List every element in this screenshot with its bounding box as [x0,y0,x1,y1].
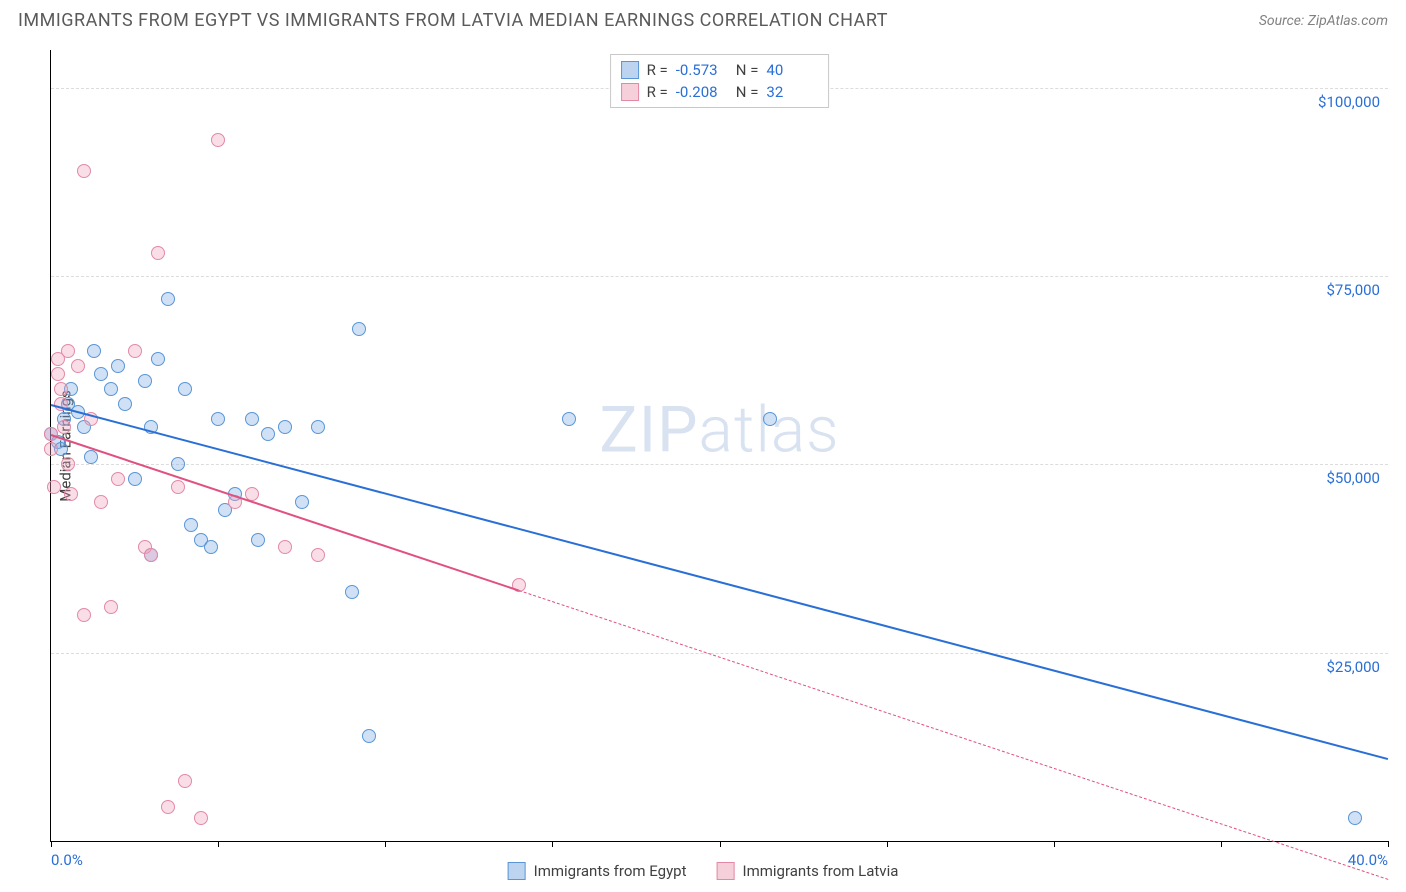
data-point [51,367,65,381]
data-point [61,344,75,358]
data-point [151,246,165,260]
data-point [77,608,91,622]
gridline [51,464,1388,465]
stat-n-label: N = [736,83,759,101]
data-point [111,359,125,373]
data-point [245,412,259,426]
data-point [251,533,265,547]
legend-label-egypt: Immigrants from Egypt [534,862,687,880]
data-point [204,540,218,554]
trend-line [51,434,520,591]
stat-n-value: 32 [766,83,818,101]
data-point [64,487,78,501]
x-tick [385,841,386,847]
stat-n-label: N = [736,61,759,79]
data-point [57,420,71,434]
data-point [128,472,142,486]
x-tick [51,841,52,847]
x-tick [887,841,888,847]
legend-swatch-latvia [717,862,735,880]
data-point [151,352,165,366]
y-tick-label: $75,000 [1326,281,1380,299]
data-point [194,811,208,825]
x-tick [720,841,721,847]
data-point [295,495,309,509]
data-point [345,585,359,599]
stat-r-label: R = [647,83,668,101]
data-point [184,518,198,532]
data-point [47,480,61,494]
chart-title: IMMIGRANTS FROM EGYPT VS IMMIGRANTS FROM… [18,10,888,31]
data-point [178,774,192,788]
data-point [278,420,292,434]
bottom-legend: Immigrants from Egypt Immigrants from La… [508,862,899,880]
data-point [211,412,225,426]
stat-r-value: -0.208 [676,83,728,101]
gridline [51,276,1388,277]
stats-row: R = -0.208 N = 32 [621,81,819,103]
chart-plot-area: ZIPatlas $25,000$50,000$75,000$100,0000.… [50,50,1388,842]
data-point [118,397,132,411]
stats-swatch [621,83,639,101]
x-tick [1388,841,1389,847]
stat-n-value: 40 [766,61,818,79]
gridline [51,653,1388,654]
data-point [161,800,175,814]
data-point [352,322,366,336]
data-point [111,472,125,486]
data-point [87,344,101,358]
data-point [94,495,108,509]
data-point [128,344,142,358]
y-tick-label: $50,000 [1326,469,1380,487]
correlation-stats-box: R = -0.573 N = 40 R = -0.208 N = 32 [610,54,830,108]
data-point [362,729,376,743]
x-tick-label: 0.0% [51,851,83,869]
data-point [138,374,152,388]
stats-row: R = -0.573 N = 40 [621,59,819,81]
data-point [77,164,91,178]
legend-item-egypt: Immigrants from Egypt [508,862,687,880]
data-point [104,600,118,614]
stat-r-value: -0.573 [676,61,728,79]
data-point [763,412,777,426]
data-point [311,548,325,562]
x-tick [1054,841,1055,847]
y-tick-label: $100,000 [1318,93,1380,111]
data-point [94,367,108,381]
x-tick [552,841,553,847]
trend-line [51,404,1389,760]
data-point [171,480,185,494]
data-point [44,442,58,456]
legend-swatch-egypt [508,862,526,880]
data-point [171,457,185,471]
data-point [84,450,98,464]
data-point [311,420,325,434]
data-point [211,133,225,147]
source-label: Source: ZipAtlas.com [1259,13,1388,29]
legend-label-latvia: Immigrants from Latvia [743,862,899,880]
data-point [1348,811,1362,825]
x-tick [218,841,219,847]
data-point [261,427,275,441]
data-point [144,548,158,562]
legend-item-latvia: Immigrants from Latvia [717,862,899,880]
data-point [61,457,75,471]
data-point [178,382,192,396]
x-tick [1221,841,1222,847]
watermark: ZIPatlas [599,392,839,467]
stat-r-label: R = [647,61,668,79]
data-point [54,382,68,396]
data-point [562,412,576,426]
data-point [161,292,175,306]
x-tick-label: 40.0% [1348,851,1388,869]
data-point [278,540,292,554]
data-point [71,359,85,373]
trend-line-extrapolated [519,590,1388,880]
stats-swatch [621,61,639,79]
data-point [104,382,118,396]
y-tick-label: $25,000 [1326,658,1380,676]
